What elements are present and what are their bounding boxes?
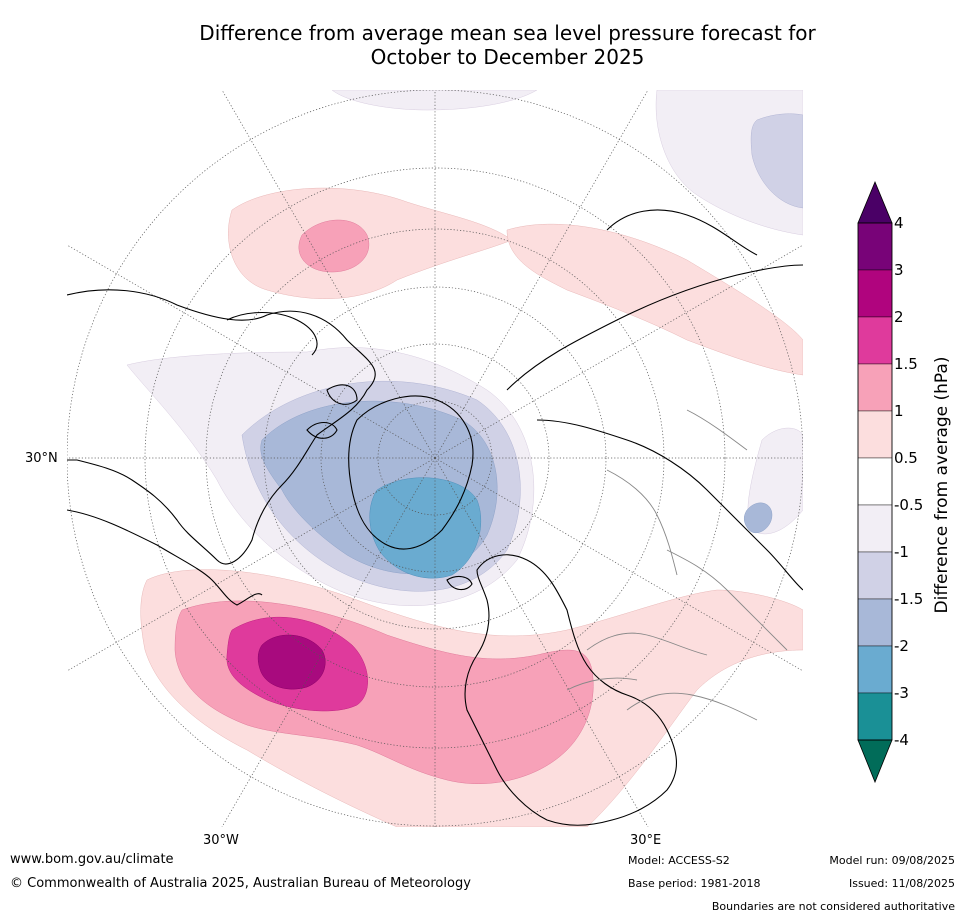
colorbar-band bbox=[857, 269, 893, 318]
polar-map bbox=[67, 90, 803, 827]
footer-website: www.bom.gov.au/climate bbox=[10, 852, 174, 867]
colorbar-band bbox=[857, 692, 893, 741]
footer-model-run: Model run: 09/08/2025 bbox=[829, 854, 955, 867]
footer-copyright: © Commonwealth of Australia 2025, Austra… bbox=[10, 876, 471, 891]
colorbar-frame bbox=[857, 222, 893, 741]
colorbar-tick-label: 3 bbox=[894, 261, 904, 279]
colorbar bbox=[855, 180, 895, 790]
footer-base-period: Base period: 1981-2018 bbox=[628, 877, 761, 890]
colorbar-tick-label: -1 bbox=[894, 543, 909, 561]
footer-issued: Issued: 11/08/2025 bbox=[848, 877, 955, 890]
lon-label-30w: 30°W bbox=[203, 833, 239, 848]
borders bbox=[566, 409, 788, 721]
anomaly-north-pacific-light bbox=[228, 187, 513, 299]
colorbar-band bbox=[857, 645, 893, 694]
colorbar-tick-label: 4 bbox=[894, 214, 904, 232]
colorbar-tick-label: -2 bbox=[894, 637, 909, 655]
colorbar-tick-label: -1.5 bbox=[894, 590, 924, 608]
anomaly-top-faint bbox=[331, 90, 538, 111]
colorbar-band bbox=[857, 504, 893, 553]
colorbar-tick-label: -3 bbox=[894, 684, 909, 702]
colorbar-band bbox=[857, 457, 893, 506]
colorbar-title: Difference from average (hPa) bbox=[932, 356, 952, 614]
anomaly-west-pacific bbox=[750, 113, 803, 209]
colorbar-svg bbox=[857, 180, 893, 784]
lat-label-30n: 30°N bbox=[25, 451, 58, 466]
colorbar-tick-label: 0.5 bbox=[894, 449, 918, 467]
footer-model: Model: ACCESS-S2 bbox=[628, 854, 730, 867]
footer-disclaimer: Boundaries are not considered authoritat… bbox=[711, 900, 955, 913]
colorbar-tick-label: 2 bbox=[894, 308, 904, 326]
colorbar-under-arrow bbox=[857, 739, 893, 784]
graticule-latitude bbox=[67, 90, 803, 827]
colorbar-band bbox=[857, 363, 893, 412]
colorbar-tick-label: -0.5 bbox=[894, 496, 924, 514]
colorbar-band bbox=[857, 410, 893, 459]
chart-title: Difference from average mean sea level p… bbox=[100, 21, 915, 69]
colorbar-band bbox=[857, 551, 893, 600]
lon-label-30e: 30°E bbox=[630, 833, 662, 848]
title-line-2: October to December 2025 bbox=[370, 45, 645, 69]
title-line-1: Difference from average mean sea level p… bbox=[199, 21, 816, 45]
colorbar-tick-label: 1.5 bbox=[894, 355, 918, 373]
colorbar-band bbox=[857, 222, 893, 271]
anomaly-north-pacific bbox=[298, 219, 369, 273]
colorbar-band bbox=[857, 316, 893, 365]
map-svg bbox=[67, 90, 803, 827]
graticule-longitude bbox=[67, 90, 803, 827]
colorbar-tick-label: -4 bbox=[894, 731, 909, 749]
colorbar-tick-label: 1 bbox=[894, 402, 904, 420]
anomaly-central-asia bbox=[506, 223, 803, 376]
coastlines bbox=[67, 209, 803, 826]
colorbar-band bbox=[857, 598, 893, 647]
anomaly-east-asia-spot bbox=[744, 502, 773, 534]
colorbar-over-arrow bbox=[857, 180, 893, 224]
